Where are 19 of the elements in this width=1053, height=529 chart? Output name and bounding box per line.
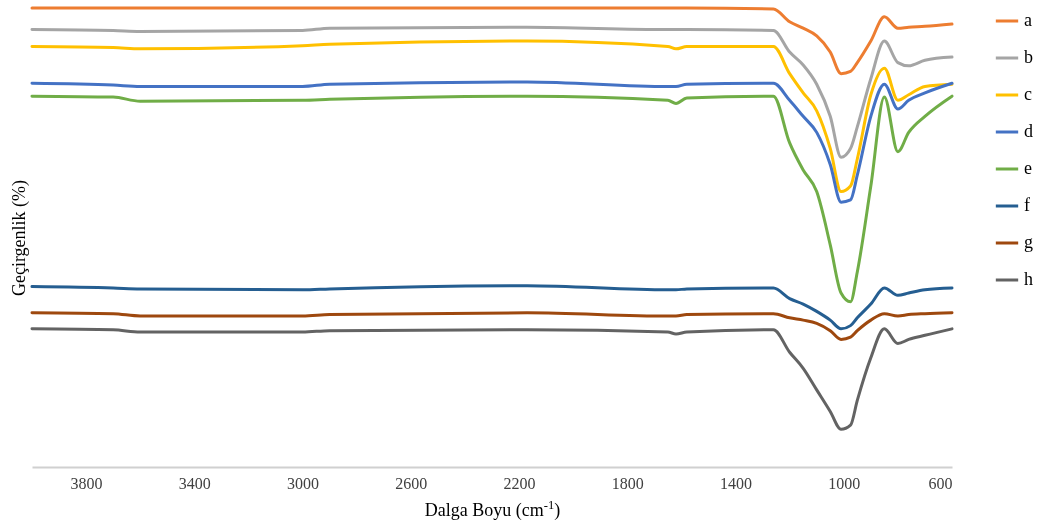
x-tick-label: 1800 [611, 474, 644, 492]
x-tick-label: 3800 [70, 474, 103, 492]
y-axis-title: Geçirgenlik (%) [8, 179, 30, 297]
x-tick-label: 600 [928, 474, 953, 492]
x-tick-label: 3000 [287, 474, 320, 492]
x-tick-label: 2600 [395, 474, 428, 492]
x-tick-label: 1400 [720, 474, 753, 492]
x-tick-label: 1000 [828, 474, 861, 492]
legend-label: g [1024, 232, 1033, 252]
legend-label: e [1024, 158, 1032, 178]
legend-label: b [1024, 47, 1033, 67]
x-axis-title: Dalga Boyu (cm$^{-1}$) [424, 497, 561, 521]
x-tick-label: 2200 [503, 474, 536, 492]
legend-label: d [1024, 121, 1033, 141]
legend-label: f [1024, 195, 1030, 215]
x-tick-label: 3400 [178, 474, 211, 492]
legend-label: a [1024, 10, 1032, 30]
legend-label: c [1024, 84, 1032, 104]
legend-label: h [1024, 269, 1033, 289]
